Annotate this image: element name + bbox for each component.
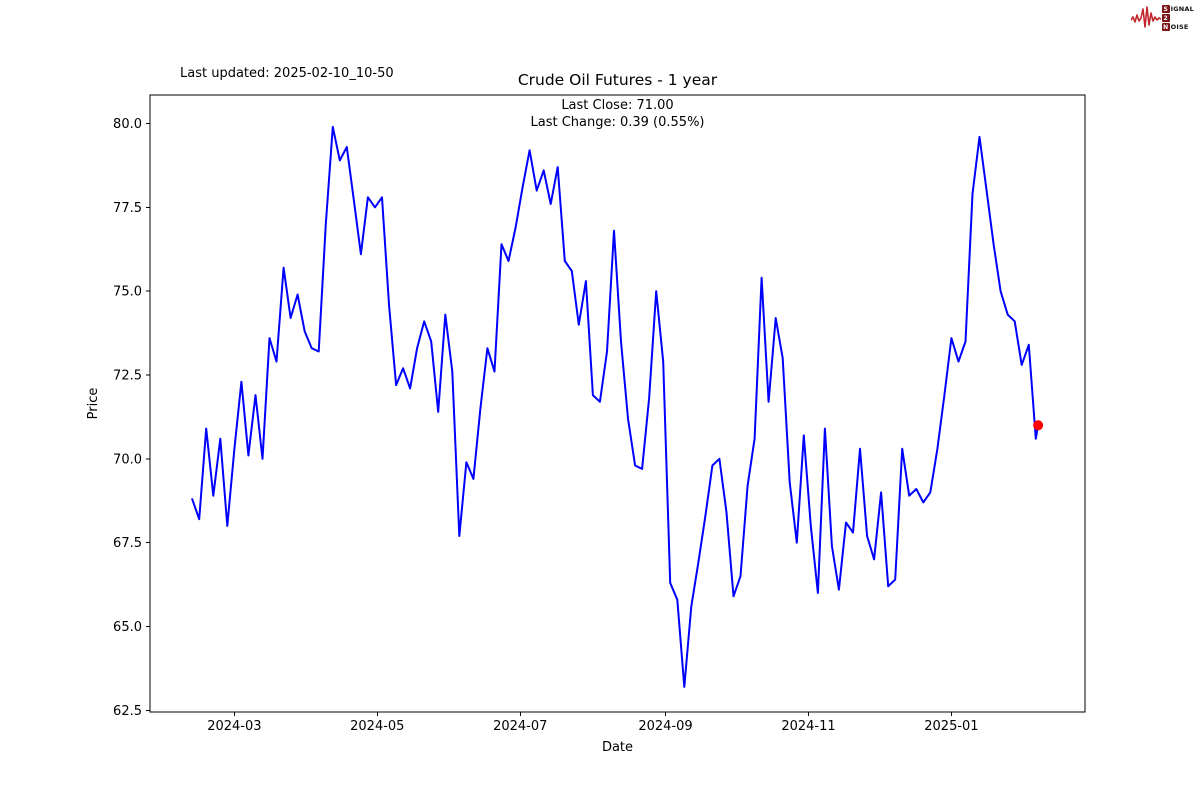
x-axis-tick-label: 2024-03 <box>207 719 261 734</box>
y-axis-tick-label: 75.0 <box>113 285 142 300</box>
signal2noise-logo: S IGNAL 2 N OISE <box>1130 5 1194 31</box>
chart-annotation: Last Close: 71.00 Last Change: 0.39 (0.5… <box>150 97 1085 131</box>
y-axis-tick-label: 62.5 <box>113 704 142 719</box>
chart-title: Crude Oil Futures - 1 year <box>517 71 718 89</box>
x-axis-tick-label: 2024-07 <box>493 719 547 734</box>
y-axis-tick-label: 67.5 <box>113 536 142 551</box>
logo-badge-n: N <box>1161 23 1170 31</box>
logo-row-noise: N OISE <box>1161 23 1194 31</box>
logo-row-2: 2 <box>1161 14 1194 22</box>
plot-border <box>149 94 1086 713</box>
x-axis-label: Date <box>602 740 633 755</box>
y-axis-tick-label: 72.5 <box>113 368 142 383</box>
annotation-last-close: Last Close: 71.00 <box>561 98 674 113</box>
y-axis-tick-label: 70.0 <box>113 452 142 467</box>
logo-badge-s: S <box>1161 5 1170 13</box>
last-updated-text: Last updated: 2025-02-10_10-50 <box>180 66 394 81</box>
y-axis-tick-label: 80.0 <box>113 117 142 132</box>
logo-text-ignal: IGNAL <box>1170 5 1194 13</box>
logo-badge-2: 2 <box>1161 14 1170 22</box>
y-axis-tick-label: 65.0 <box>113 620 142 635</box>
logo-text-oise: OISE <box>1170 23 1189 31</box>
x-axis-tick-label: 2025-01 <box>924 719 978 734</box>
annotation-last-change: Last Change: 0.39 (0.55%) <box>530 115 705 130</box>
y-axis-tick-label: 77.5 <box>113 201 142 216</box>
logo-row-signal: S IGNAL <box>1161 5 1194 13</box>
price-line <box>191 125 1040 688</box>
last-price-marker <box>1033 420 1044 431</box>
x-axis-tick-label: 2024-09 <box>638 719 692 734</box>
x-axis-tick-label: 2024-11 <box>781 719 835 734</box>
x-axis-tick-label: 2024-05 <box>350 719 404 734</box>
y-axis-label: Price <box>86 388 101 420</box>
ekg-waveform-icon <box>1130 6 1161 28</box>
logo-text: S IGNAL 2 N OISE <box>1161 5 1194 31</box>
